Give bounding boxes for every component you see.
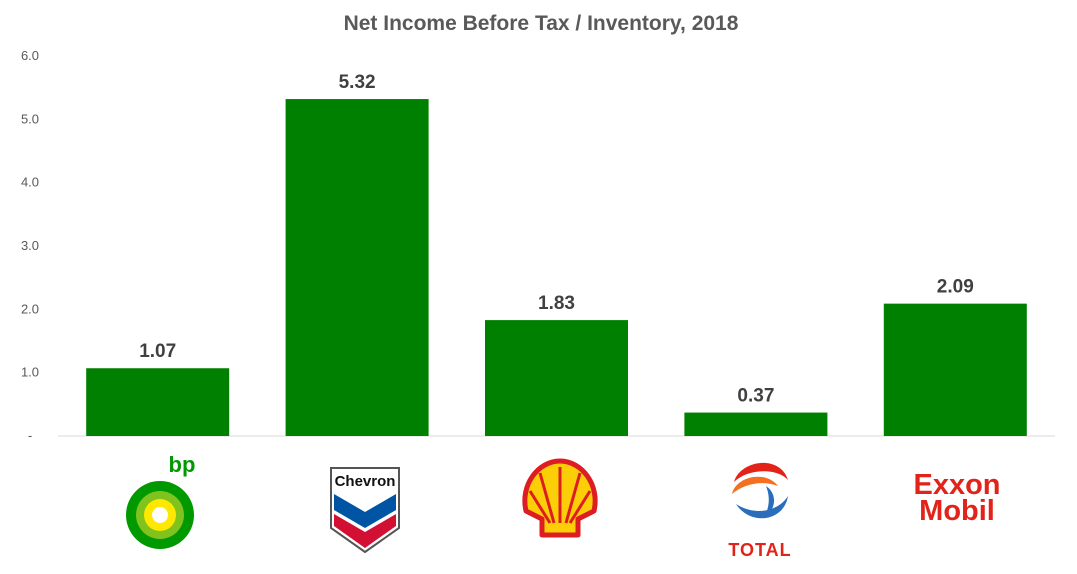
chevron-logo-text: Chevron (335, 473, 396, 490)
total-logo: TOTAL (728, 460, 791, 560)
chevron-blue-stripe-icon (334, 494, 396, 528)
total-swirl-icon (730, 460, 790, 520)
data-label-shell: 1.83 (538, 293, 575, 314)
data-label-exxonmobil: 2.09 (937, 277, 974, 298)
data-label-chevron: 5.32 (339, 72, 376, 93)
data-label-bp: 1.07 (139, 341, 176, 362)
total-logo-text: TOTAL (728, 540, 791, 560)
shell-logo (522, 458, 598, 538)
exxonmobil-logo-text-top: Exxon (913, 469, 1000, 501)
y-tick-label: 4.0 (21, 175, 39, 190)
data-labels: 1.07 5.32 1.83 0.37 2.09 (139, 72, 974, 407)
bar-exxonmobil (883, 303, 1027, 436)
data-label-total: 0.37 (737, 386, 774, 407)
chevron-logo: Chevron (330, 467, 400, 554)
bp-logo: bp (126, 452, 195, 549)
bar-shell (485, 320, 628, 436)
exxonmobil-logo-text-bottom: Mobil (919, 495, 995, 527)
bar-chevron (285, 99, 429, 437)
y-tick-label: 6.0 (21, 48, 39, 63)
y-tick-label: 3.0 (21, 238, 39, 253)
y-axis: - 1.0 2.0 3.0 4.0 5.0 6.0 (21, 48, 39, 443)
bp-logo-text: bp (169, 452, 196, 477)
bar-bp (86, 368, 230, 436)
bars (86, 99, 1027, 437)
chevron-red-stripe-icon (334, 514, 396, 548)
bp-helios-icon (126, 481, 194, 549)
y-tick-label: - (28, 428, 32, 443)
chart-title: Net Income Before Tax / Inventory, 2018 (344, 12, 739, 35)
exxonmobil-logo: Exxon Mobil (913, 469, 1000, 527)
y-tick-label: 5.0 (21, 111, 39, 126)
bar-total (684, 412, 828, 436)
y-tick-label: 1.0 (21, 365, 39, 380)
y-tick-label: 2.0 (21, 301, 39, 316)
